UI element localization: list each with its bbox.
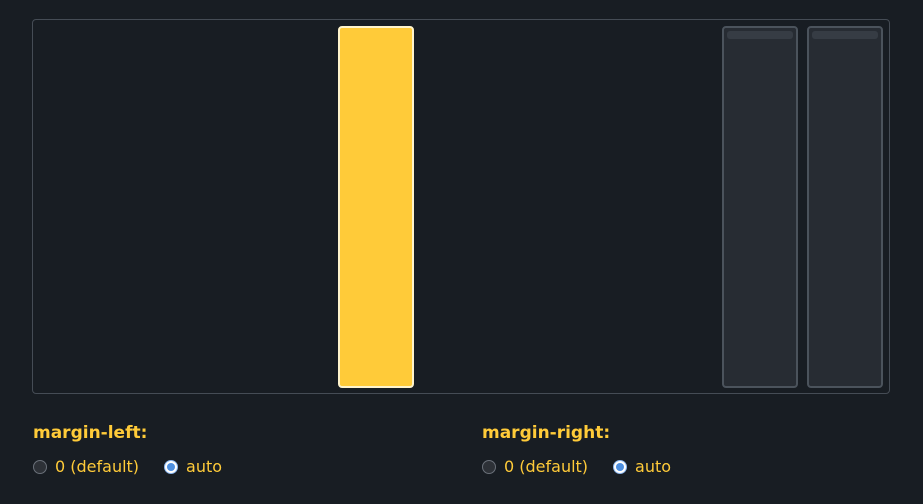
- margin-left-control: margin-left: 0 (default) auto: [33, 421, 222, 478]
- margin-left-options: 0 (default) auto: [33, 456, 222, 478]
- option-label: 0 (default): [504, 457, 589, 476]
- radio-unchecked-icon[interactable]: [33, 460, 47, 474]
- margin-left-option-auto[interactable]: auto: [164, 456, 222, 478]
- margin-right-options: 0 (default) auto: [482, 456, 671, 478]
- option-label: 0 (default): [55, 457, 140, 476]
- flex-demo-container: [32, 19, 890, 394]
- margin-left-label: margin-left:: [33, 423, 148, 443]
- margin-right-option-auto[interactable]: auto: [613, 456, 671, 478]
- margin-right-control: margin-right: 0 (default) auto: [482, 421, 671, 478]
- margin-left-option-default[interactable]: 0 (default): [33, 456, 139, 478]
- radio-unchecked-icon[interactable]: [482, 460, 496, 474]
- option-label: auto: [186, 457, 223, 476]
- option-label: auto: [635, 457, 672, 476]
- flex-item: [722, 26, 798, 388]
- flex-item: [807, 26, 883, 388]
- highlighted-flex-item: [338, 26, 414, 388]
- radio-checked-icon[interactable]: [164, 460, 179, 474]
- radio-checked-icon[interactable]: [613, 460, 628, 474]
- margin-right-option-default[interactable]: 0 (default): [482, 456, 588, 478]
- margin-right-label: margin-right:: [482, 423, 611, 443]
